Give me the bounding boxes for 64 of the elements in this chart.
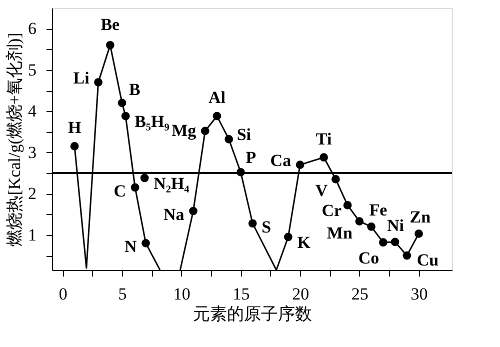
point — [320, 153, 328, 162]
annotation: H — [68, 118, 82, 138]
x-tick-label: 25 — [351, 284, 368, 304]
point — [248, 219, 257, 228]
annotation: Li — [73, 68, 90, 88]
x-tick-label: 10 — [173, 284, 190, 304]
y-axis-title: 燃烧热[Kcal/g(燃烧+氧化剂)] — [5, 32, 24, 246]
point — [142, 239, 150, 248]
point — [94, 78, 102, 86]
annotation: Ca — [270, 150, 292, 170]
annotation: Mg — [172, 120, 197, 140]
point — [378, 238, 388, 247]
point — [296, 160, 304, 169]
point — [224, 135, 234, 144]
point — [121, 112, 130, 120]
annotation: Al — [208, 88, 226, 108]
annotation: Zn — [410, 208, 432, 227]
point — [212, 112, 222, 120]
y-tick-label: 6 — [28, 19, 36, 38]
annotation: Na — [163, 205, 185, 224]
y-tick-label: 2 — [28, 184, 36, 204]
point — [106, 40, 114, 50]
annotation: Ni — [387, 216, 404, 235]
annotation: S — [262, 217, 272, 236]
annotation: N — [124, 237, 138, 256]
x-tick-label: 20 — [292, 284, 310, 304]
annotation: Cu — [416, 250, 439, 270]
annotation: B₅H₉ — [134, 112, 170, 132]
x-tick-label: 0 — [58, 284, 68, 304]
point — [402, 251, 412, 260]
x-tick-label: 15 — [232, 284, 250, 304]
point — [390, 238, 400, 246]
annotation: Co — [358, 248, 380, 268]
point — [70, 142, 79, 150]
annotation: N₂H₄ — [154, 174, 190, 193]
x-tick-label: 5 — [118, 284, 127, 304]
y-tick-label: 4 — [28, 102, 37, 121]
y-tick-label: 1 — [28, 225, 36, 244]
point — [284, 232, 292, 242]
annotation: Fe — [369, 200, 388, 220]
annotation: V — [315, 181, 328, 200]
x-tick-label: 30 — [410, 284, 428, 304]
annotation: Cr — [322, 201, 342, 220]
x-axis-title: 元素的原子序数 — [193, 304, 312, 324]
annotation: Mn — [326, 223, 353, 242]
annotation: C — [114, 181, 126, 200]
point — [343, 201, 352, 210]
annotation: Be — [100, 15, 120, 34]
annotation: Si — [236, 125, 252, 144]
annotation: K — [297, 232, 312, 252]
annotation: Ti — [316, 129, 332, 148]
point — [367, 222, 376, 231]
point — [200, 126, 210, 136]
point — [140, 174, 149, 182]
point — [189, 206, 198, 216]
y-tick-label: 5 — [28, 60, 36, 80]
annotation: B — [129, 80, 140, 99]
point — [118, 98, 126, 108]
point — [130, 183, 140, 192]
annotation: P — [246, 148, 256, 168]
y-tick-label: 3 — [28, 142, 36, 162]
point — [414, 230, 423, 238]
point — [355, 217, 364, 226]
point — [331, 175, 340, 184]
